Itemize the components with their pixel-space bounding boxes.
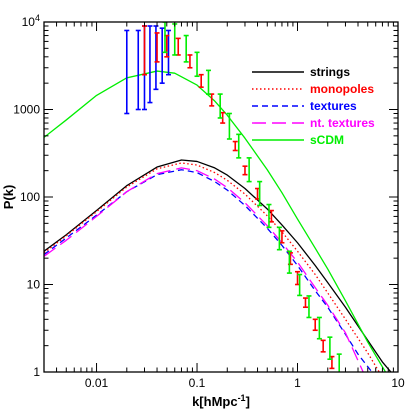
legend-item-scdm: sCDM <box>252 133 344 147</box>
error-bar <box>187 54 193 69</box>
legend-item-strings: strings <box>252 65 350 79</box>
legend-label: sCDM <box>310 133 344 147</box>
error-bar <box>336 353 342 372</box>
error-bar <box>286 250 292 274</box>
error-bar <box>312 318 318 332</box>
error-bar <box>236 133 242 159</box>
error-bar <box>242 165 248 176</box>
error-bars-green <box>162 22 342 372</box>
legend-item-nt-textures: nt. textures <box>252 116 375 130</box>
error-bar <box>302 297 308 309</box>
error-bar <box>232 140 238 152</box>
error-bar <box>147 25 153 104</box>
error-bar <box>226 112 232 140</box>
legend-item-textures: textures <box>252 99 357 113</box>
y-tick-label: 1000 <box>13 103 40 117</box>
axis-tick-labels: 0.01 0.1 1 10 1 10 100 1000 104 <box>13 13 405 390</box>
error-bars-blue <box>124 25 171 115</box>
x-tick-label: 0.01 <box>85 376 109 390</box>
legend-label: nt. textures <box>310 116 375 130</box>
legend-label: strings <box>310 65 350 79</box>
legend-label: textures <box>310 99 357 113</box>
series-line-strings <box>44 159 392 372</box>
error-bar <box>153 25 159 91</box>
series-line-scdm <box>44 70 387 372</box>
error-bar <box>266 203 272 229</box>
axis-ticks <box>43 21 399 373</box>
series-line-textures <box>44 169 373 372</box>
error-bar <box>320 339 326 353</box>
error-bar <box>175 37 181 56</box>
error-bar <box>159 27 165 84</box>
error-bar <box>141 25 147 76</box>
series-line-monopoles <box>44 162 380 372</box>
error-bar <box>327 336 333 361</box>
x-tick-label: 0.1 <box>189 376 206 390</box>
x-tick-label: 1 <box>294 376 301 390</box>
legend-item-monopoles: monopoles <box>252 82 374 96</box>
error-bar <box>306 295 312 319</box>
error-bar <box>165 29 171 76</box>
error-bar <box>172 23 178 56</box>
y-tick-label: 100 <box>20 190 40 204</box>
error-bar <box>162 22 168 54</box>
error-bar <box>276 226 282 251</box>
legend: strings monopoles textures nt. textures sCDM <box>252 65 375 147</box>
error-bar <box>316 316 322 340</box>
error-bar <box>279 230 285 244</box>
error-bar <box>198 73 204 88</box>
error-bar <box>297 273 303 297</box>
error-bar <box>183 34 189 63</box>
y-axis-label: P(k) <box>1 185 16 210</box>
series-line-nt-textures <box>44 167 364 372</box>
data-layer <box>44 22 392 372</box>
error-bar <box>154 32 160 63</box>
x-tick-label: 10 <box>391 376 405 390</box>
error-bar <box>257 180 263 207</box>
error-bar <box>194 51 200 78</box>
y-tick-label: 104 <box>22 13 40 29</box>
error-bar <box>205 69 211 95</box>
y-tick-label: 10 <box>27 278 41 292</box>
error-bar <box>217 93 223 119</box>
error-bars-red <box>141 25 335 370</box>
x-axis-label: k[hMpc-1] <box>192 393 250 409</box>
y-tick-label: 1 <box>33 365 40 379</box>
error-bar <box>135 29 141 111</box>
error-bar <box>124 29 130 115</box>
error-bar <box>246 157 252 183</box>
legend-label: monopoles <box>310 82 374 96</box>
